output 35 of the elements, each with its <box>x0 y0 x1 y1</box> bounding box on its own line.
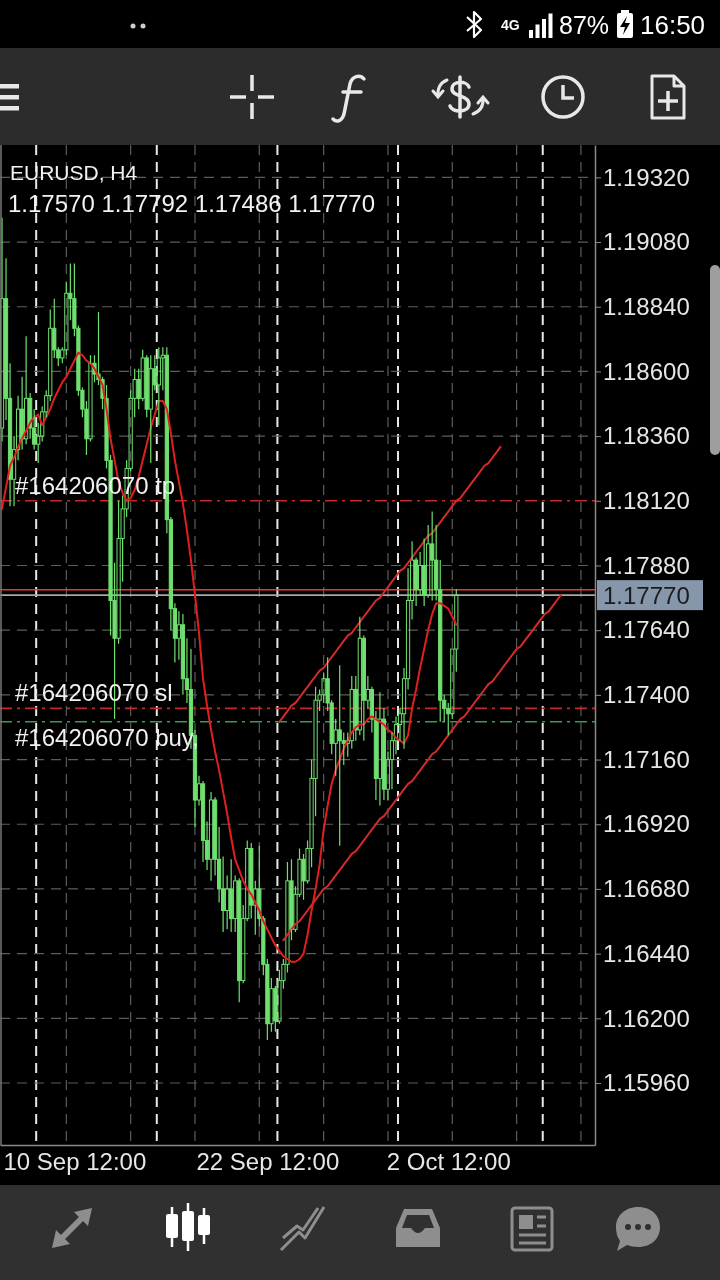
ref-line-label: 1.17770 <box>603 581 690 609</box>
candlestick <box>430 510 435 602</box>
x-tick-label: 22 Sep 12:00 <box>196 1148 340 1176</box>
x-tick-label: 10 Sep 12:00 <box>3 1148 147 1176</box>
y-tick-label: 1.16680 <box>603 875 690 903</box>
x-tick-label: 2 Oct 12:00 <box>386 1148 511 1176</box>
candlestick <box>418 551 423 596</box>
y-tick-label: 1.17400 <box>603 681 690 709</box>
text: 87% <box>559 11 610 39</box>
y-tick-label: 1.18120 <box>603 486 690 514</box>
y-tick-label: 1.17640 <box>603 616 690 644</box>
candlestick <box>156 346 161 426</box>
line-series <box>278 445 502 723</box>
y-tick-label: 1.18360 <box>603 422 690 450</box>
candlestick <box>229 858 234 933</box>
candlestick <box>208 791 214 882</box>
candlestick <box>361 634 366 742</box>
y-tick-label: 1.15960 <box>603 1069 690 1097</box>
candlestick <box>337 664 342 847</box>
y-tick-label: 1.17160 <box>603 745 690 773</box>
y-tick-label: 1.16440 <box>603 939 690 967</box>
y-tick-label: 1.18840 <box>603 292 690 320</box>
candlestick <box>422 537 427 607</box>
text: 16:50 <box>640 10 706 40</box>
y-tick-label: 1.18600 <box>603 357 690 385</box>
text: 1.17570 1.17792 1.17486 1.17770 <box>8 190 376 217</box>
y-tick-label: 1.19080 <box>603 228 690 256</box>
y-tick-label: 1.19320 <box>603 163 690 191</box>
candlestick <box>377 691 383 806</box>
y-tick-label: 1.17880 <box>603 551 690 579</box>
y-tick-label: 1.16920 <box>603 810 690 838</box>
y-tick-label: 1.16200 <box>603 1004 690 1032</box>
text: EURUSD, H4 <box>10 161 138 184</box>
text: 4G <box>501 17 520 33</box>
candlestick <box>349 675 354 750</box>
